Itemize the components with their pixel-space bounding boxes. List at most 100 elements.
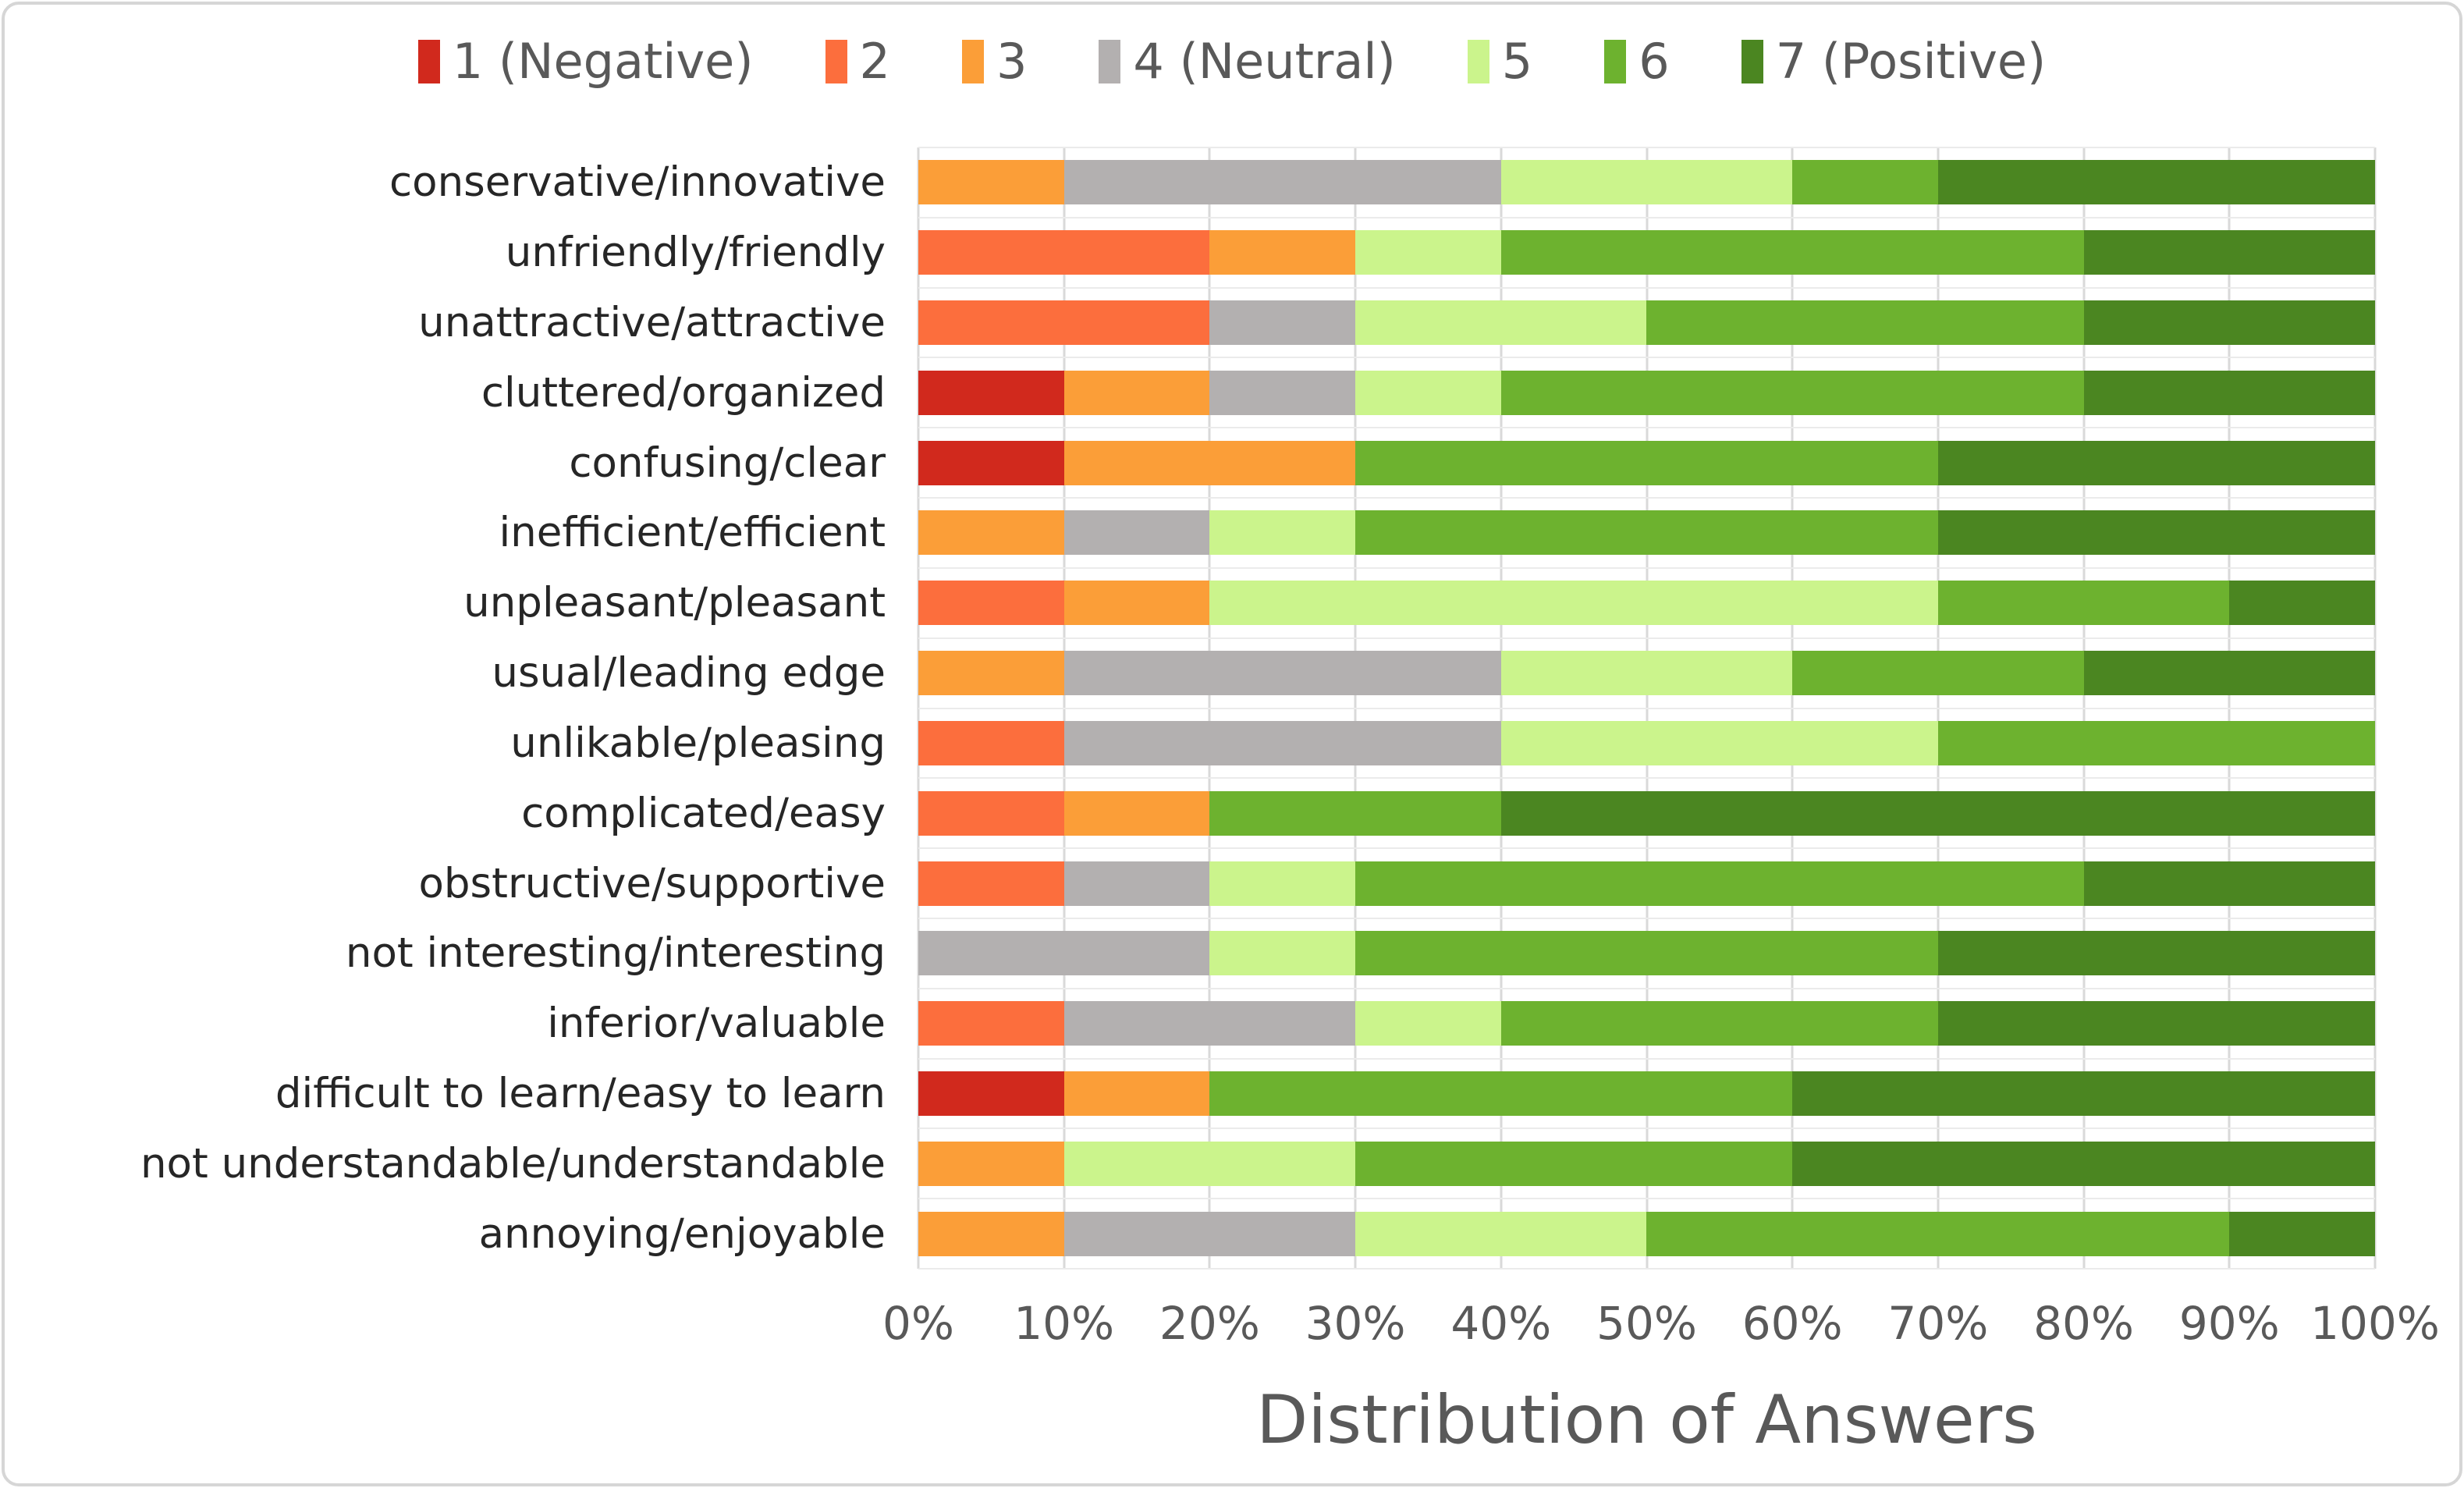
bar-segment bbox=[918, 720, 1064, 765]
bar-segment bbox=[1063, 440, 1356, 485]
bar-segment bbox=[1500, 1001, 1938, 1046]
bar-segment bbox=[1209, 790, 1501, 836]
category-label: unattractive/attractive bbox=[418, 299, 886, 347]
bar-segment bbox=[1063, 581, 1210, 626]
bar-segment bbox=[2083, 230, 2375, 275]
legend-label: 1 (Negative) bbox=[452, 33, 754, 90]
chart-legend: 1 (Negative) 2 3 4 (Neutral) 5 6 7 (Positive) bbox=[5, 33, 2459, 90]
bar-segment bbox=[1500, 651, 1793, 696]
legend-item: 7 (Positive) bbox=[1741, 33, 2046, 90]
bar-segment bbox=[2083, 861, 2375, 906]
bar-segment bbox=[918, 300, 1210, 346]
x-axis-tick: 80% bbox=[2033, 1297, 2135, 1350]
legend-swatch-icon bbox=[1741, 39, 1763, 83]
legend-item: 1 (Negative) bbox=[417, 33, 754, 90]
bar-segment bbox=[918, 1211, 1064, 1256]
bar-segment bbox=[1063, 370, 1210, 415]
bar-segment bbox=[1063, 790, 1210, 836]
bar-segment bbox=[1063, 1071, 1210, 1116]
bar-segment bbox=[918, 651, 1064, 696]
category-label: difficult to learn/easy to learn bbox=[275, 1069, 886, 1117]
legend-label: 5 bbox=[1501, 33, 1533, 90]
bar-segment bbox=[2083, 370, 2375, 415]
legend-label: 4 (Neutral) bbox=[1133, 33, 1396, 90]
legend-item: 2 bbox=[825, 33, 890, 90]
bar-segment bbox=[1209, 230, 1356, 275]
category-label: obstructive/supportive bbox=[418, 859, 886, 907]
bar-segment bbox=[2229, 1211, 2375, 1256]
category-gridline bbox=[918, 286, 2375, 289]
category-label: usual/leading edge bbox=[492, 649, 886, 698]
bar-segment bbox=[1646, 1211, 2230, 1256]
legend-label: 3 bbox=[996, 33, 1028, 90]
chart-row: unlikable/pleasing bbox=[5, 708, 2375, 779]
vertical-gridline bbox=[2373, 147, 2377, 1269]
bar-segment bbox=[1209, 1071, 1793, 1116]
bar-track bbox=[918, 160, 2375, 205]
chart-row: unfriendly/friendly bbox=[5, 218, 2375, 288]
category-gridline bbox=[918, 497, 2375, 499]
bar-segment bbox=[1209, 300, 1356, 346]
category-label: conservative/innovative bbox=[389, 158, 886, 207]
chart-row: confusing/clear bbox=[5, 428, 2375, 498]
bar-segment bbox=[918, 510, 1064, 556]
category-label: confusing/clear bbox=[569, 439, 886, 487]
bar-track bbox=[918, 1141, 2375, 1186]
legend-item: 4 (Neutral) bbox=[1099, 33, 1396, 90]
x-axis-tick: 50% bbox=[1596, 1297, 1697, 1350]
chart-row: not interesting/interesting bbox=[5, 918, 2375, 989]
bar-segment bbox=[918, 160, 1064, 205]
bar-segment bbox=[1792, 1141, 2375, 1186]
bar-segment bbox=[918, 440, 1064, 485]
chart-row: annoying/enjoyable bbox=[5, 1199, 2375, 1269]
bar-segment bbox=[1063, 651, 1501, 696]
x-axis-tick: 60% bbox=[1741, 1297, 1843, 1350]
legend-item: 6 bbox=[1604, 33, 1670, 90]
category-label: inefficient/efficient bbox=[499, 509, 886, 557]
legend-swatch-icon bbox=[1099, 39, 1121, 83]
chart-row: inefficient/efficient bbox=[5, 498, 2375, 568]
category-label: annoying/enjoyable bbox=[478, 1209, 886, 1258]
bar-segment bbox=[1792, 160, 1938, 205]
bar-segment bbox=[1355, 931, 1938, 976]
bar-segment bbox=[918, 790, 1064, 836]
bar-segment bbox=[918, 1001, 1064, 1046]
bar-segment bbox=[1355, 440, 1938, 485]
chart-row: inferior/valuable bbox=[5, 989, 2375, 1059]
chart-row: cluttered/organized bbox=[5, 357, 2375, 428]
chart-row: unpleasant/pleasant bbox=[5, 568, 2375, 638]
category-label: not understandable/understandable bbox=[140, 1139, 886, 1188]
gridlines bbox=[917, 147, 2377, 1270]
bar-track bbox=[918, 1001, 2375, 1046]
legend-item: 3 bbox=[961, 33, 1028, 90]
legend-swatch-icon bbox=[1604, 39, 1627, 83]
bar-track bbox=[918, 931, 2375, 976]
bar-track bbox=[918, 230, 2375, 275]
bar-segment bbox=[1937, 581, 2230, 626]
bar-segment bbox=[2083, 651, 2375, 696]
bar-segment bbox=[1355, 1141, 1793, 1186]
bar-segment bbox=[1937, 160, 2375, 205]
bar-segment bbox=[1500, 370, 2084, 415]
category-gridline bbox=[918, 847, 2375, 850]
bar-track bbox=[918, 861, 2375, 906]
bar-segment bbox=[1937, 1001, 2375, 1046]
bar-segment bbox=[918, 861, 1064, 906]
chart-row: obstructive/supportive bbox=[5, 848, 2375, 918]
category-label: inferior/valuable bbox=[547, 1000, 886, 1048]
bar-segment bbox=[1792, 651, 2084, 696]
x-axis-tick: 30% bbox=[1305, 1297, 1406, 1350]
bar-segment bbox=[1500, 790, 2375, 836]
bar-track bbox=[918, 581, 2375, 626]
bar-segment bbox=[1063, 861, 1210, 906]
bar-segment bbox=[1937, 720, 2375, 765]
bar-track bbox=[918, 1211, 2375, 1256]
bar-segment bbox=[1063, 1141, 1356, 1186]
chart-row: difficult to learn/easy to learn bbox=[5, 1059, 2375, 1129]
category-gridline bbox=[918, 1268, 2375, 1270]
category-gridline bbox=[918, 427, 2375, 429]
category-gridline bbox=[918, 707, 2375, 709]
x-axis-tick: 0% bbox=[882, 1297, 955, 1350]
category-gridline bbox=[918, 637, 2375, 639]
bar-rows: conservative/innovative unfriendly/friend… bbox=[5, 147, 2375, 1269]
